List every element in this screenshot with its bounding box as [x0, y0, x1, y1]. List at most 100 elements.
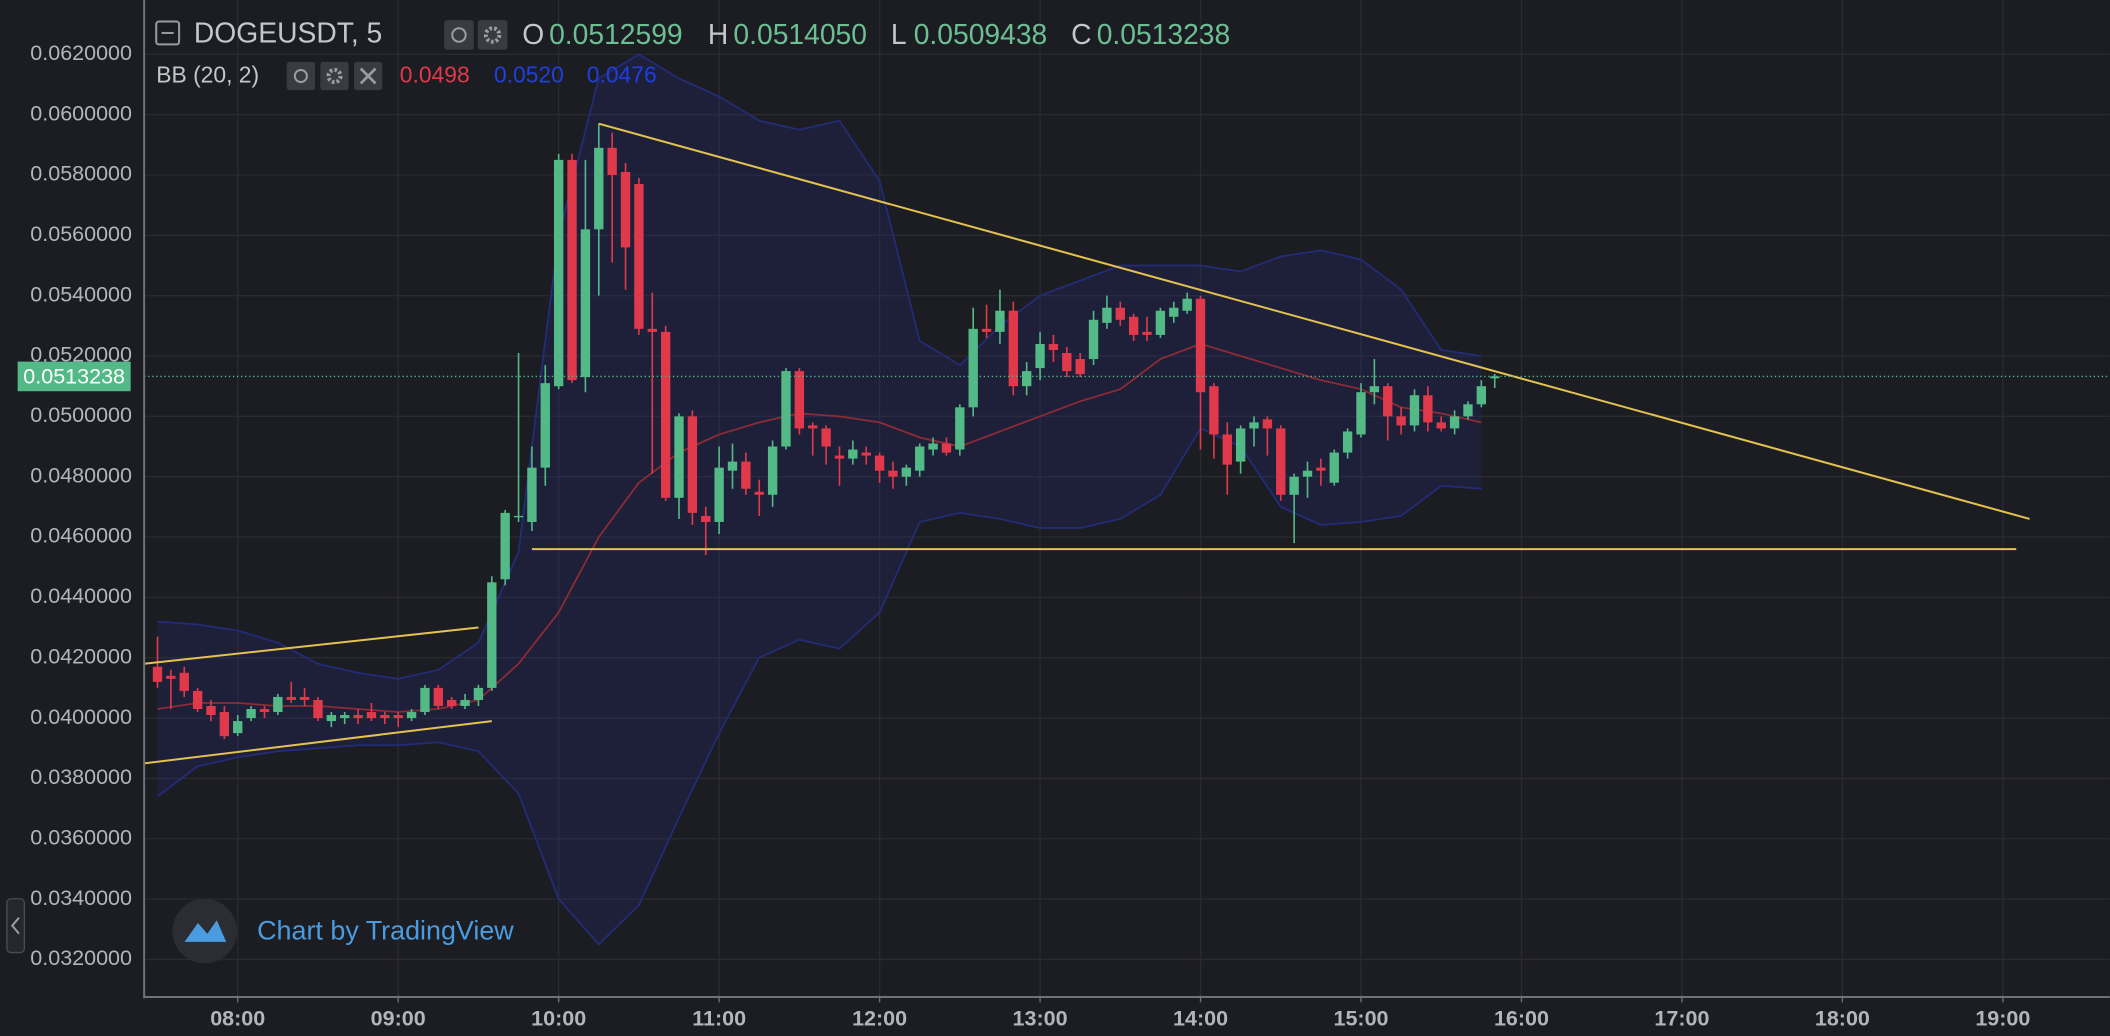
candle-body — [1289, 476, 1299, 495]
candle-body — [594, 147, 604, 230]
eye-button[interactable] — [444, 20, 474, 50]
x-tick-label: 08:00 — [210, 1007, 265, 1031]
axes: 08:00 09:00 10:00 11:00 12:00 13:00 14:00 15:00… — [17, 0, 2110, 1031]
candle-body — [767, 446, 778, 495]
candle-body — [1075, 359, 1085, 375]
x-tick-label: 15:00 — [1333, 1007, 1388, 1031]
candle-body — [1169, 307, 1179, 317]
candle-body — [1436, 422, 1446, 429]
candle-body — [660, 331, 671, 498]
high-value: 0.0514050 — [733, 18, 867, 50]
candle-body — [701, 515, 711, 522]
y-tick-label: 0.0460000 — [30, 524, 132, 548]
collapse-button[interactable] — [155, 20, 181, 46]
watermark-text[interactable]: Chart by TradingView — [257, 916, 514, 946]
candle-body — [580, 229, 591, 378]
low-label: L — [891, 18, 907, 50]
candle-body — [1048, 343, 1059, 350]
candle-body — [1463, 404, 1473, 417]
candle-body — [1209, 386, 1219, 435]
candle-body — [353, 715, 363, 719]
y-tick-label: 0.0360000 — [30, 825, 132, 849]
candle-body — [861, 452, 871, 456]
candle-body — [326, 715, 337, 722]
candle-body — [1102, 307, 1112, 323]
candle-body — [968, 328, 978, 408]
candle-body — [647, 328, 657, 332]
watermark: Chart by TradingView — [172, 898, 514, 964]
logo-icon — [184, 920, 227, 942]
bollinger-upper — [157, 53, 1482, 680]
open-value: 0.0512599 — [549, 18, 683, 50]
close-value: 0.0513238 — [1097, 18, 1231, 50]
trendline — [598, 122, 2030, 520]
y-tick-label: 0.0480000 — [30, 463, 132, 487]
close-label: C — [1071, 18, 1091, 50]
legend-header: DOGEUSDT, 5 O 0.0512599 H 0.0514050 L 0.… — [155, 16, 1231, 91]
candle-body — [1396, 416, 1406, 426]
candle-body — [206, 705, 216, 716]
candle-body — [433, 687, 443, 706]
candle-body — [634, 184, 644, 329]
candle-body — [179, 672, 189, 691]
close-icon — [359, 67, 377, 85]
candle-body — [460, 699, 470, 706]
eye-icon — [293, 68, 308, 84]
candle-body — [1476, 386, 1487, 405]
y-tick-label: 0.0380000 — [30, 765, 132, 789]
candle-body — [567, 159, 577, 381]
toggle-icon — [10, 916, 20, 935]
candle-body — [420, 687, 430, 713]
symbol: DOGEUSDT, 5 — [194, 16, 382, 48]
candle-body — [1423, 395, 1433, 423]
candle-body — [1276, 428, 1286, 495]
x-tick-label: 14:00 — [1173, 1007, 1228, 1031]
candle-body — [473, 687, 484, 700]
candle-body — [286, 696, 296, 700]
x-tick-label: 10:00 — [531, 1007, 586, 1031]
candle-body — [1022, 371, 1032, 387]
candle-body — [540, 383, 550, 468]
candle-body — [781, 371, 791, 447]
candle-body — [1155, 310, 1166, 335]
candle-body — [259, 709, 270, 713]
indicator-lower: 0.0476 — [587, 62, 657, 88]
candle-body — [1142, 331, 1152, 335]
side-panel-toggle[interactable] — [6, 898, 26, 954]
candle-body — [1262, 419, 1273, 429]
gear-icon — [483, 26, 502, 44]
candle-body — [941, 443, 952, 453]
candle-body — [1329, 452, 1339, 483]
candle-body — [607, 147, 617, 175]
indicator-eye-button[interactable] — [286, 61, 315, 91]
candle-body — [848, 449, 858, 459]
candle-body — [1249, 422, 1259, 429]
candle-body — [487, 582, 497, 688]
candle-body — [1008, 310, 1018, 387]
candle-body — [246, 709, 256, 719]
candle-body — [527, 467, 537, 522]
candle-body — [366, 712, 377, 719]
trendline — [144, 626, 479, 665]
candle-body — [834, 455, 845, 459]
indicator-settings-button[interactable] — [320, 61, 349, 91]
candle-body — [995, 310, 1005, 332]
indicator-basis: 0.0498 — [400, 62, 470, 88]
gear-icon — [326, 67, 343, 85]
x-tick-label: 11:00 — [692, 1007, 746, 1031]
open-label: O — [522, 18, 544, 50]
settings-button[interactable] — [477, 20, 508, 50]
candle-body — [1490, 376, 1500, 379]
candle-body — [1128, 316, 1139, 335]
candle-body — [1449, 416, 1460, 429]
last-price-label: 0.0513238 — [23, 364, 125, 388]
candle-body — [553, 159, 564, 387]
candle-body — [794, 371, 805, 429]
candle-body — [406, 712, 417, 719]
candle-body — [1302, 470, 1313, 477]
candle-body — [393, 715, 403, 719]
candle-body — [1316, 467, 1326, 471]
x-tick-label: 18:00 — [1815, 1007, 1870, 1031]
